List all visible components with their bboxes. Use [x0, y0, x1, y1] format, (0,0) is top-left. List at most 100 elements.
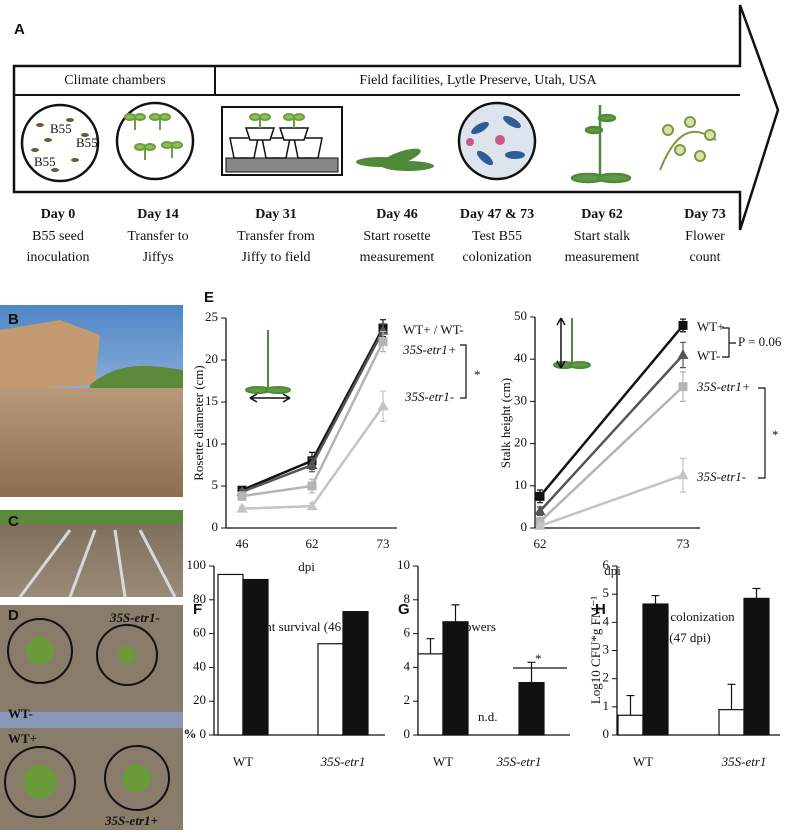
step-text: inoculation — [27, 250, 90, 265]
step-day: Day 46 — [376, 207, 418, 222]
x-tick-label: 35S-etr1 — [320, 754, 366, 769]
y-tick-label: 0 — [521, 519, 528, 534]
series-label: WT- — [697, 348, 720, 363]
bar — [417, 653, 444, 736]
annotation: 35S-etr1+ — [402, 342, 457, 357]
step-text: Start rosette — [363, 229, 430, 244]
phase: Field facilities, Lytle Preserve, Utah, … — [359, 73, 597, 88]
series-line — [539, 385, 684, 523]
chart: 0 20 40 60 80 100 Plant survival (46 dpi)% WT 35… — [184, 557, 385, 769]
x-tick-label: WT — [633, 754, 653, 769]
annotation: 35S-etr1- — [404, 389, 454, 404]
y-tick-label: 30 — [514, 392, 527, 407]
marker — [236, 502, 248, 513]
panel-label: G — [398, 601, 410, 618]
step-day: Day 14 — [137, 207, 179, 222]
bar — [442, 621, 469, 736]
step-text: Flower — [685, 229, 725, 244]
y-axis-label: Stalk height (cm) — [498, 378, 513, 468]
step-text: Transfer to — [127, 229, 188, 244]
y-tick-label: 15 — [205, 393, 218, 408]
bar — [718, 709, 745, 736]
step-text: Transfer from — [237, 229, 315, 244]
icon-label: B55 — [34, 154, 56, 169]
marker — [678, 382, 688, 392]
step-day: Day 62 — [581, 207, 623, 222]
y-tick-label: 40 — [193, 658, 206, 673]
y-tick-label: 4 — [603, 613, 610, 628]
marker — [534, 519, 546, 530]
y-tick-label: 0 — [212, 519, 219, 534]
y-tick-label: 80 — [193, 591, 206, 606]
chart-title: Plant survival (46 dpi) — [249, 619, 366, 634]
icon-label: B55 — [50, 121, 72, 136]
error-bar — [626, 694, 635, 716]
step-text: colonization — [462, 250, 531, 265]
step-day: Day 73 — [684, 207, 726, 222]
panel-label: H — [595, 601, 606, 618]
irrigation — [18, 529, 177, 598]
x-tick-label: WT — [233, 754, 253, 769]
bar — [518, 682, 545, 736]
step-text: B55 seed — [32, 229, 84, 244]
marker — [677, 469, 689, 480]
bar — [743, 597, 770, 736]
marker — [534, 505, 546, 516]
marker — [378, 337, 388, 347]
bacteria — [466, 115, 525, 166]
y-tick-label: 0 — [200, 726, 207, 741]
step-text: Test B55 — [472, 229, 522, 244]
step-day: Day 0 — [41, 207, 76, 222]
marker — [237, 491, 247, 501]
error-bar — [752, 587, 761, 599]
y-tick-label: 20 — [193, 692, 206, 707]
photo-c — [0, 510, 183, 598]
seeds — [31, 118, 89, 172]
marker — [306, 459, 318, 469]
y-axis-label: Log10 CFU*g FM⁻¹ — [588, 596, 603, 704]
series-label: 35S-etr1+ — [696, 379, 751, 394]
y-tick-label: 5 — [212, 477, 219, 492]
y-tick-label: 20 — [514, 435, 527, 450]
x-axis-label: dpi — [298, 559, 315, 574]
bar — [617, 714, 644, 736]
bar — [342, 611, 369, 736]
x-tick-label: 73 — [377, 536, 390, 551]
panel-label: D — [8, 607, 19, 624]
x-tick-label: 46 — [236, 536, 250, 551]
x-tick-label: 35S-etr1 — [721, 754, 767, 769]
error-bar — [651, 594, 660, 605]
y-tick-label: 4 — [404, 658, 411, 673]
error-bar — [451, 604, 460, 622]
series-line — [539, 474, 684, 528]
step-day: Day 47 & 73 — [460, 207, 534, 222]
timeline: Climate chambers Field facilities, Lytle… — [12, 4, 780, 231]
seedlings — [124, 113, 183, 160]
y-tick-label: 50 — [514, 308, 527, 323]
drip-line — [0, 712, 183, 728]
marker — [678, 320, 688, 330]
series-line — [539, 354, 684, 512]
y-tick-label: 40 — [514, 350, 527, 365]
y-tick-label: 3 — [603, 641, 610, 656]
x-tick-label: 73 — [677, 536, 690, 551]
bar — [242, 578, 269, 736]
icon-label: B55 — [76, 135, 98, 150]
y-tick-label: 0 — [603, 726, 610, 741]
photo-b — [0, 305, 183, 497]
flowering-plant — [659, 116, 717, 171]
chart: 0 5 10 15 20 25 Rosette diameter (cm) 46 62 73 dpi — [191, 309, 397, 574]
x-tick-label: 62 — [534, 536, 547, 551]
step-text: measurement — [565, 250, 640, 265]
y-tick-label: 2 — [603, 670, 610, 685]
y-tick-label: 8 — [404, 591, 411, 606]
bracket — [460, 344, 467, 399]
marker — [377, 324, 389, 335]
chart-title: (47 dpi) — [669, 630, 711, 645]
series-line — [539, 324, 684, 498]
x-tick-label: WT — [433, 754, 453, 769]
panel-label: B — [8, 311, 19, 328]
y-tick-label: 10 — [397, 557, 410, 572]
series-line — [241, 340, 385, 498]
